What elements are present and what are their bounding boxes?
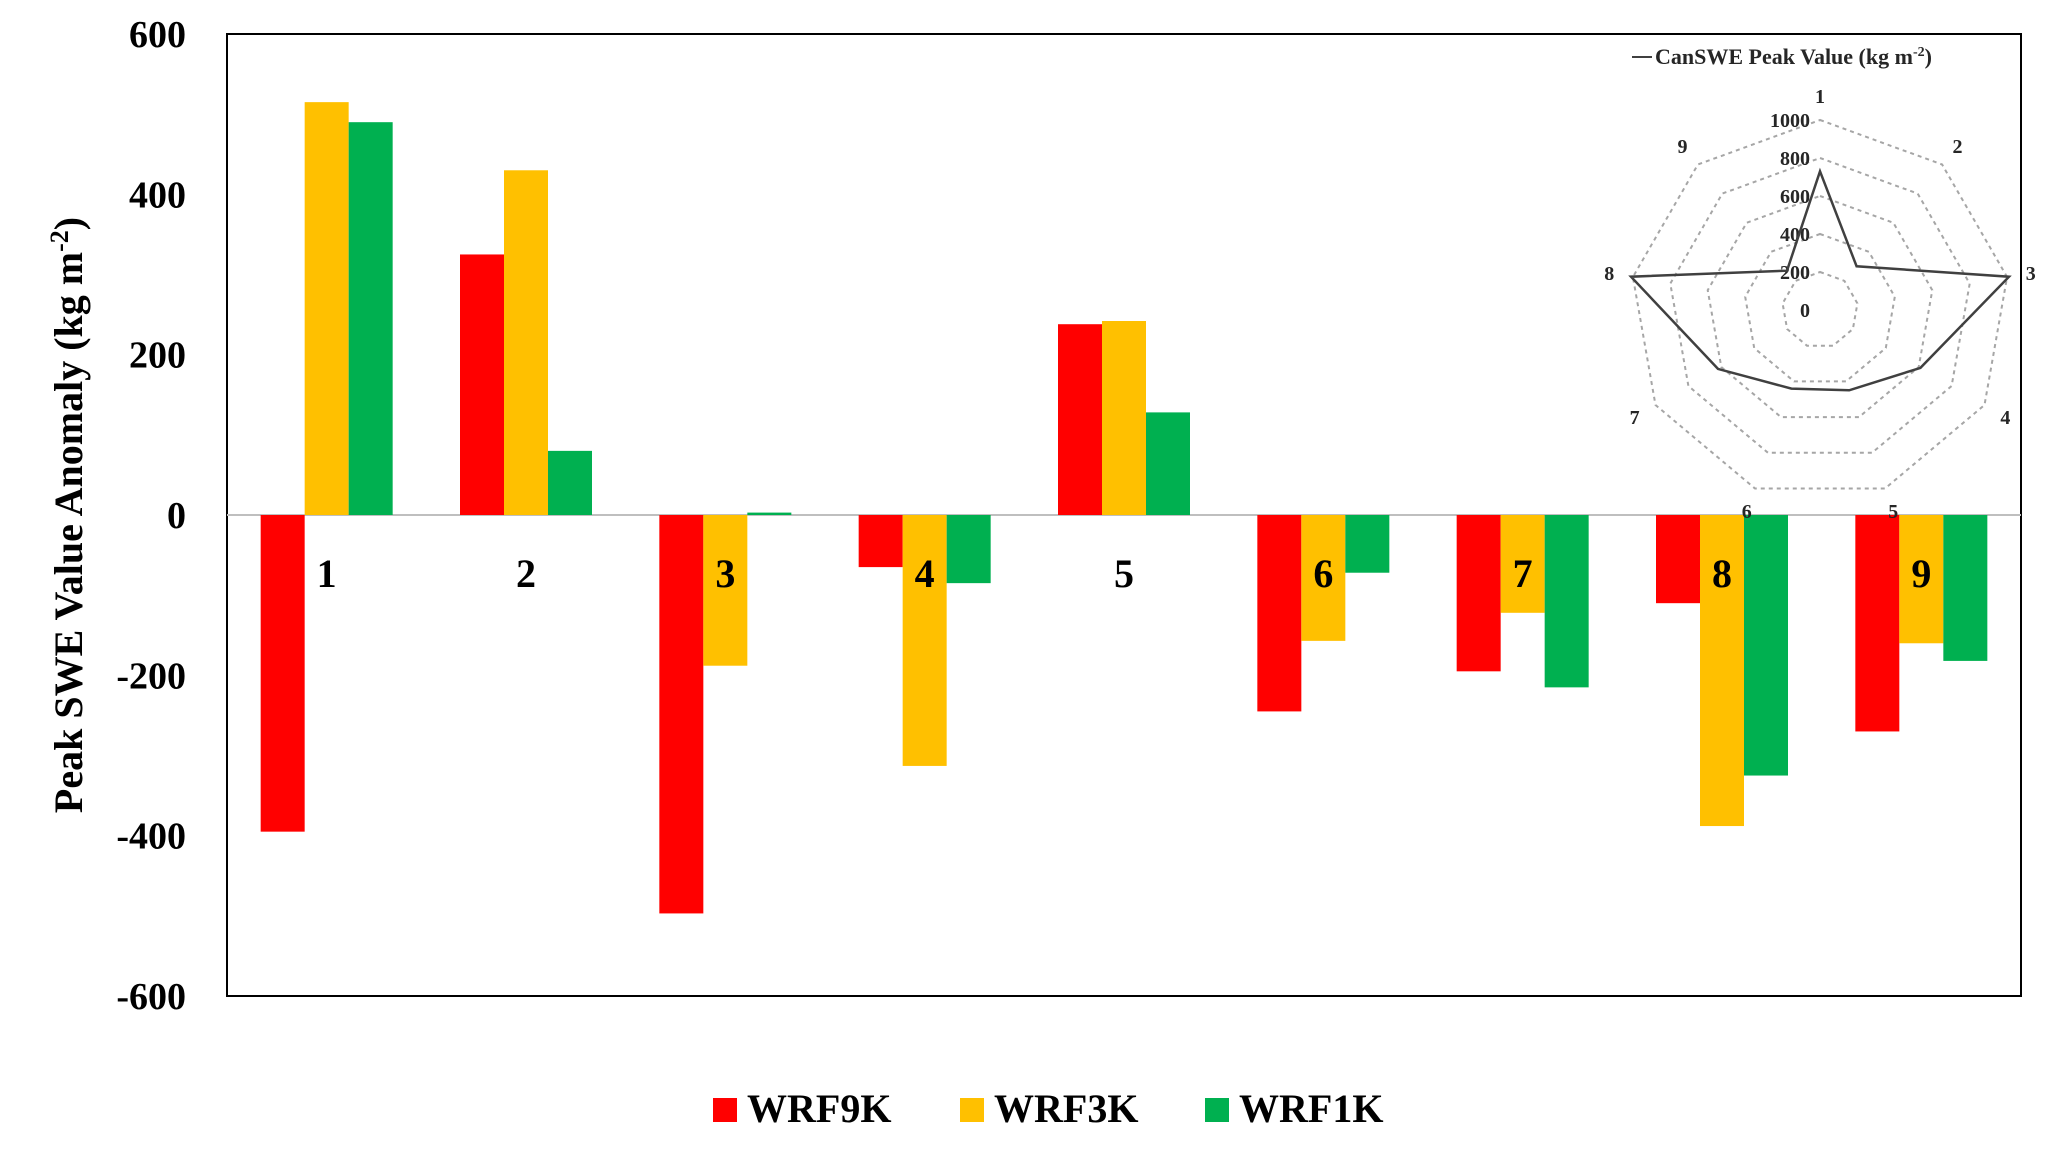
bar-wrf3k-1 [304,102,349,516]
radar-tick-label: 200 [1780,262,1810,284]
radar-tick-label: 600 [1780,186,1810,208]
bar-wrf1k-4 [946,515,991,584]
bar-group-2 [460,170,592,516]
radar-axis-label-4: 4 [2000,407,2010,429]
category-label-3: 3 [715,551,735,596]
radar-axis-label-1: 1 [1815,86,1825,108]
bar-group-7 [1456,515,1589,688]
category-label-4: 4 [915,551,935,596]
radar-grid-ring [1631,118,2009,490]
bar-group-3 [659,512,792,914]
bar-group-4 [858,515,991,766]
legend-swatch [960,1098,984,1122]
y-tick-label: 0 [167,495,186,537]
bar-group-1 [260,102,393,832]
bar-wrf9k-2 [460,254,504,516]
legend-label: WRF3K [994,1086,1138,1131]
bar-wrf9k-8 [1656,515,1700,604]
bar-wrf9k-4 [858,515,903,568]
bar-wrf1k-2 [548,450,592,515]
bar-wrf3k-6 [1301,515,1346,641]
bar-wrf3k-2 [504,170,548,516]
radar-tick-label: 800 [1780,148,1810,170]
category-label-9: 9 [1911,551,1931,596]
radar-axis-label-8: 8 [1604,263,1614,285]
y-tick-label: 600 [129,14,186,56]
category-label-1: 1 [317,551,337,596]
radar-tick-label: 1000 [1770,110,1810,132]
radar-grid-ring [1781,270,1859,347]
radar-axis-label-9: 9 [1677,136,1687,158]
bar-groups [260,102,1988,914]
bar-wrf3k-5 [1102,320,1146,515]
bar-wrf1k-1 [348,122,393,515]
bar-wrf9k-7 [1456,515,1501,672]
bar-wrf3k-9 [1899,515,1944,644]
y-axis-label: Peak SWE Value Anomaly (kg m-2) [45,217,91,813]
legend-item-wrf3k: WRF3K [960,1086,1138,1131]
bar-group-9 [1855,515,1988,732]
y-axis-ticks: 600 400 200 0 -200 -400 -600 [116,14,186,1018]
radar-grid-ring [1744,232,1896,383]
radar-grid-ring [1706,194,1934,419]
bar-wrf9k-3 [659,515,704,914]
legend: WRF9K WRF3K WRF1K [713,1086,1383,1131]
legend-item-wrf9k: WRF9K [713,1086,891,1131]
bar-wrf3k-8 [1700,515,1744,827]
bar-wrf9k-1 [260,515,305,832]
category-label-5: 5 [1114,551,1134,596]
y-tick-label: 400 [129,174,186,216]
category-label-7: 7 [1513,551,1533,596]
legend-swatch [1205,1098,1229,1122]
category-labels: 1 2 3 4 5 6 7 8 9 [317,551,1932,596]
bar-group-5 [1058,320,1190,515]
bar-wrf9k-5 [1058,324,1102,515]
bar-wrf3k-4 [902,515,947,766]
radar-axis-label-5: 5 [1888,501,1898,523]
y-tick-label: -200 [116,655,186,697]
legend-label: WRF9K [747,1086,891,1131]
radar-axis-label-3: 3 [2026,263,2036,285]
bar-wrf3k-3 [703,515,748,666]
bar-group-6 [1257,515,1390,712]
y-tick-label: -400 [116,816,186,858]
bar-wrf1k-6 [1345,515,1390,573]
category-label-8: 8 [1712,551,1732,596]
radar-series-line [1628,167,2012,392]
category-label-2: 2 [516,551,536,596]
radar-tick-label: 0 [1800,300,1810,322]
bar-wrf1k-3 [747,512,792,515]
bar-wrf1k-9 [1943,515,1988,661]
radar-inset: CanSWE Peak Value (kg m-2) 1 2 3 4 5 6 7 8 9 0 200… [1604,44,2035,523]
radar-tick-label: 400 [1780,224,1810,246]
legend-label: WRF1K [1239,1086,1383,1131]
y-tick-label: -600 [116,976,186,1018]
bar-wrf3k-7 [1500,515,1545,613]
legend-item-wrf1k: WRF1K [1205,1086,1383,1131]
bar-wrf1k-8 [1744,515,1788,776]
bar-wrf1k-7 [1544,515,1589,688]
bar-group-8 [1656,515,1788,827]
radar-axis-label-2: 2 [1953,136,1963,158]
radar-grid-ring [1669,156,1971,454]
bar-wrf9k-9 [1855,515,1900,732]
radar-axis-label-6: 6 [1742,501,1752,523]
legend-swatch [713,1098,737,1122]
category-label-6: 6 [1313,551,1333,596]
radar-axis-label-7: 7 [1630,407,1640,429]
radar-legend-label: CanSWE Peak Value (kg m-2) [1655,44,1932,69]
bar-wrf1k-5 [1146,412,1190,515]
bar-wrf9k-6 [1257,515,1302,712]
y-tick-label: 200 [129,335,186,377]
